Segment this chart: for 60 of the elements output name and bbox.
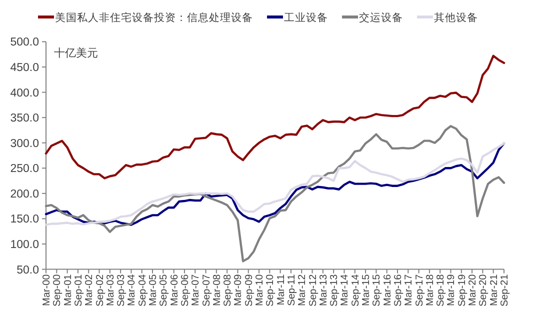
x-tick-label: Sep-09 <box>244 274 255 307</box>
x-tick-label: Mar-00 <box>42 274 52 306</box>
x-tick-label: Mar-11 <box>276 274 287 306</box>
x-tick-label: Sep-19 <box>456 274 468 307</box>
y-tick-label: 250.0 <box>10 163 39 176</box>
x-tick-label: Sep-12 <box>308 274 319 307</box>
x-tick-label: Mar-20 <box>468 274 479 306</box>
legend-label: 美国私人非住宅设备投资：信息处理设备 <box>55 11 253 24</box>
x-tick-label: Mar-12 <box>297 274 308 306</box>
y-tick-label: 150.0 <box>10 214 39 226</box>
x-tick-label: Mar-18 <box>424 274 436 306</box>
x-tick-label: Mar-04 <box>126 274 138 306</box>
y-tick-label: 100.0 <box>10 239 39 252</box>
x-tick-label: Sep-02 <box>94 274 106 307</box>
x-tick-label: Mar-03 <box>105 274 116 306</box>
x-tick-label: Sep-11 <box>286 274 298 306</box>
x-tick-label: Mar-02 <box>84 274 96 306</box>
y-tick-label: 50.0 <box>16 264 39 276</box>
x-tick-label: Sep-08 <box>222 274 234 307</box>
x-tick-label: Sep-13 <box>329 274 340 307</box>
x-tick-label: Sep-01 <box>73 274 84 307</box>
y-tick-label: 450.0 <box>10 62 39 74</box>
x-tick-label: Sep-21 <box>500 274 510 307</box>
legend-label: 其他设备 <box>434 11 478 24</box>
x-tick-label: Sep-10 <box>265 274 276 307</box>
y-tick-label: 350.0 <box>10 112 39 125</box>
x-tick-label: Mar-07 <box>190 274 202 306</box>
x-tick-label: Mar-16 <box>382 274 394 306</box>
x-tick-label: Mar-19 <box>446 274 458 306</box>
x-tick-label: Sep-20 <box>478 274 490 307</box>
x-tick-label: Sep-00 <box>52 274 64 307</box>
legend-label: 交运设备 <box>359 11 403 24</box>
x-tick-label: Sep-04 <box>137 274 148 307</box>
x-tick-label: Mar-14 <box>340 274 351 306</box>
x-tick-label: Sep-06 <box>180 274 191 307</box>
x-tick-label: Sep-14 <box>350 274 362 307</box>
x-tick-label: Sep-03 <box>116 274 128 307</box>
x-tick-label: Sep-05 <box>158 274 170 307</box>
x-tick-label: Mar-09 <box>233 274 244 306</box>
x-tick-label: Mar-21 <box>488 274 500 306</box>
y-tick-label: 500.0 <box>10 36 39 49</box>
x-tick-label: Sep-15 <box>372 274 383 307</box>
x-tick-label: Mar-17 <box>404 274 415 306</box>
x-tick-label: Sep-17 <box>414 274 426 307</box>
annotation: 十亿美元 <box>54 46 98 60</box>
y-tick-label: 200.0 <box>10 188 39 200</box>
x-tick-label: Sep-16 <box>392 274 404 307</box>
x-tick-label: Mar-06 <box>169 274 180 306</box>
x-tick-label: Sep-18 <box>436 274 447 307</box>
x-tick-label: Mar-08 <box>212 274 223 306</box>
x-tick-label: Mar-10 <box>254 274 266 306</box>
legend-label: 工业设备 <box>284 11 328 24</box>
x-tick-label: Mar-05 <box>148 274 160 306</box>
y-tick-label: 400.0 <box>10 87 39 100</box>
y-tick-label: 300.0 <box>10 138 39 150</box>
line-series <box>44 142 506 226</box>
x-tick-label: Mar-15 <box>361 274 372 306</box>
x-tick-label: Sep-07 <box>201 274 212 307</box>
x-tick-label: Mar-01 <box>62 274 74 306</box>
x-tick-label: Mar-13 <box>318 274 330 306</box>
